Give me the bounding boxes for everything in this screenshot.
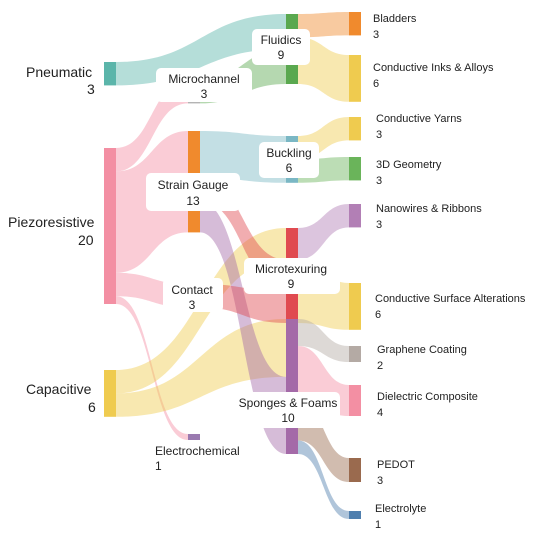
label-pneumatic-name: Pneumatic [26, 64, 92, 80]
label-pneumatic: Pneumatic 3 [26, 64, 95, 97]
node-piezoresistive [104, 148, 116, 304]
label-dielectric-name: Dielectric Composite [377, 391, 478, 403]
link-microtexturing-nanowires [298, 204, 349, 260]
label-graphene: Graphene Coating 2 [377, 344, 467, 372]
label-graphene-value: 2 [377, 360, 383, 372]
label-dielectric-value: 4 [377, 407, 383, 419]
link-fluidics-bladders [298, 12, 349, 38]
label-pneumatic-value: 3 [87, 81, 95, 97]
label-bladders: Bladders 3 [373, 13, 417, 41]
label-pedot-name: PEDOT [377, 459, 415, 471]
label-straingauge: Strain Gauge 13 [146, 173, 240, 211]
node-electrochemical [188, 434, 200, 440]
label-geometry-value: 3 [376, 175, 382, 187]
label-piezoresistive: Piezoresistive 20 [8, 214, 95, 248]
label-contact-value: 3 [189, 298, 196, 312]
label-nanowires: Nanowires & Ribbons 3 [376, 203, 482, 231]
label-fluidics-name: Fluidics [261, 33, 302, 47]
label-bladders-name: Bladders [373, 13, 417, 25]
label-straingauge-value: 13 [186, 194, 200, 208]
node-graphene [349, 346, 361, 362]
label-microtexturing-value: 9 [288, 277, 295, 291]
label-microchannel-value: 3 [201, 87, 208, 101]
label-microchannel: Microchannel 3 [156, 68, 252, 102]
label-inks: Conductive Inks & Alloys 6 [373, 62, 494, 90]
label-electrolyte-name: Electrolyte [375, 503, 426, 515]
node-surface [349, 283, 361, 330]
node-nanowires [349, 204, 361, 228]
label-electrochemical-name: Electrochemical [155, 444, 240, 458]
label-straingauge-name: Strain Gauge [158, 178, 229, 192]
label-contact-name: Contact [171, 283, 213, 297]
label-inks-value: 6 [373, 78, 379, 90]
label-piezoresistive-name: Piezoresistive [8, 214, 95, 230]
node-dielectric [349, 385, 361, 416]
label-buckling: Buckling 6 [259, 142, 319, 178]
label-surface-value: 6 [375, 309, 381, 321]
label-microtexturing-name: Microtexuring [255, 262, 327, 276]
label-yarns: Conductive Yarns 3 [376, 113, 462, 141]
label-pedot: PEDOT 3 [377, 459, 415, 487]
label-geometry-name: 3D Geometry [376, 159, 442, 171]
label-surface: Conductive Surface Alterations 6 [375, 293, 526, 321]
node-yarns [349, 117, 361, 141]
label-inks-name: Conductive Inks & Alloys [373, 62, 494, 74]
node-capacitive [104, 370, 116, 417]
label-electrolyte: Electrolyte 1 [375, 503, 426, 531]
link-capacitive-sponges [116, 319, 286, 417]
label-pedot-value: 3 [377, 475, 383, 487]
label-microchannel-name: Microchannel [168, 72, 239, 86]
label-electrolyte-value: 1 [375, 519, 381, 531]
node-electrolyte [349, 511, 361, 519]
label-surface-name: Conductive Surface Alterations [375, 293, 526, 305]
label-buckling-name: Buckling [266, 146, 311, 160]
link-piezoresistive-electrochemical [116, 296, 188, 440]
label-graphene-name: Graphene Coating [377, 344, 467, 356]
label-fluidics-value: 9 [278, 48, 285, 62]
label-buckling-value: 6 [286, 161, 293, 175]
link-fluidics-inks [298, 37, 349, 102]
label-nanowires-name: Nanowires & Ribbons [376, 203, 482, 215]
label-geometry: 3D Geometry 3 [376, 159, 442, 187]
label-microtexturing: Microtexuring 9 [244, 258, 340, 294]
label-electrochemical: Electrochemical 1 [150, 440, 250, 474]
link-sponges-graphene [298, 319, 349, 362]
label-piezoresistive-value: 20 [78, 232, 94, 248]
label-capacitive-value: 6 [88, 399, 96, 415]
link-sponges-electrolyte [298, 440, 349, 519]
node-geometry [349, 157, 361, 181]
label-sponges-value: 10 [281, 411, 295, 425]
label-nanowires-value: 3 [376, 219, 382, 231]
label-sponges: Sponges & Foams 10 [236, 392, 340, 428]
node-sponges [286, 319, 298, 454]
node-bladders [349, 12, 361, 36]
label-capacitive: Capacitive 6 [26, 381, 96, 415]
node-inks [349, 55, 361, 102]
link-pneumatic-fluidics [116, 14, 286, 86]
label-yarns-value: 3 [376, 129, 382, 141]
label-yarns-name: Conductive Yarns [376, 113, 462, 125]
link-straingauge-sponges [200, 201, 286, 454]
label-sponges-name: Sponges & Foams [239, 396, 338, 410]
label-electrochemical-value: 1 [155, 459, 162, 473]
node-pneumatic [104, 62, 116, 86]
label-bladders-value: 3 [373, 29, 379, 41]
node-pedot [349, 458, 361, 482]
label-contact: Contact 3 [163, 278, 223, 312]
label-fluidics: Fluidics 9 [252, 29, 310, 65]
label-capacitive-name: Capacitive [26, 381, 92, 397]
link-piezoresistive-microchannel [116, 80, 188, 172]
label-dielectric: Dielectric Composite 4 [377, 391, 478, 419]
